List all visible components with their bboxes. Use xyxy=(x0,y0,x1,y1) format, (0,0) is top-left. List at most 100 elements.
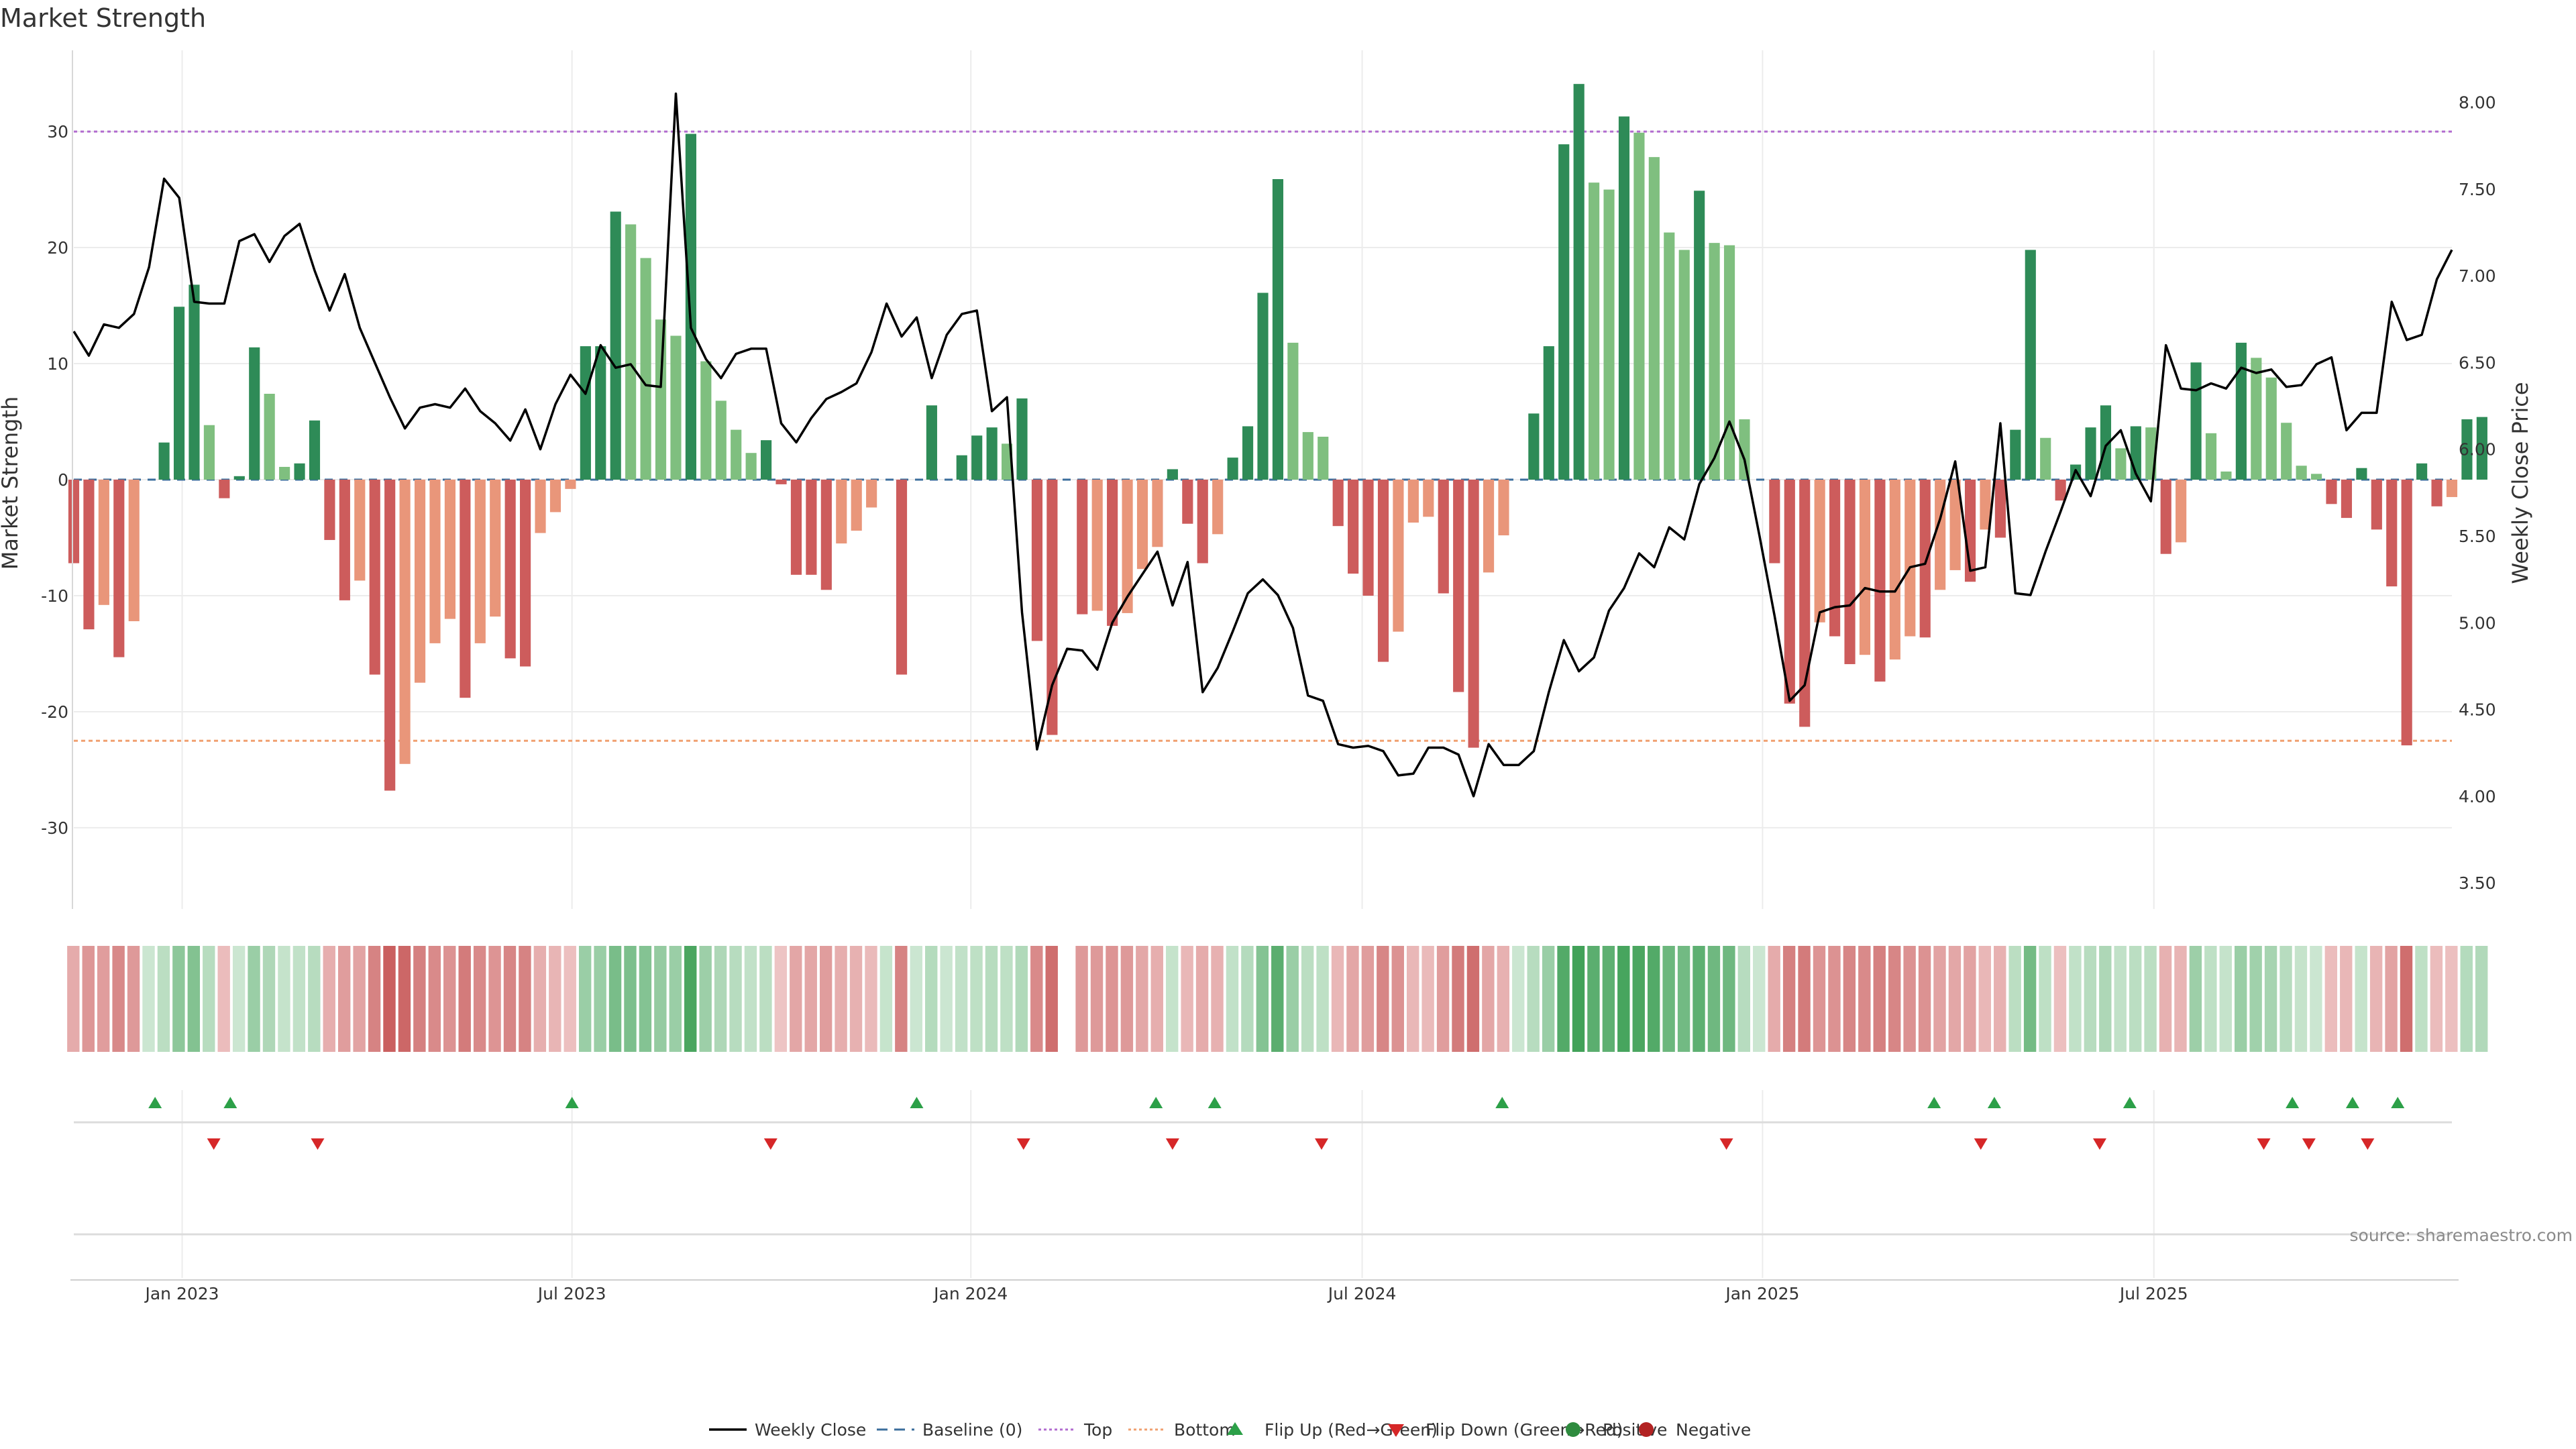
strength-bar xyxy=(655,319,667,480)
strength-bar xyxy=(1498,480,1509,536)
grid xyxy=(74,50,2452,1278)
heat-cell xyxy=(594,946,606,1052)
strength-bar xyxy=(535,480,546,533)
strength-bar xyxy=(1257,292,1269,480)
heat-cell xyxy=(1256,946,1269,1052)
heat-cell xyxy=(1798,946,1811,1052)
heat-cell xyxy=(759,946,772,1052)
strength-bar xyxy=(128,480,140,622)
strength-bar xyxy=(1242,426,1254,480)
strength-bar xyxy=(1438,480,1449,594)
strength-bar xyxy=(490,480,501,617)
strength-bar xyxy=(1122,480,1133,613)
strength-bar xyxy=(399,480,411,764)
strength-bar xyxy=(504,480,516,659)
strength-bar xyxy=(1272,179,1284,480)
y2-tick-label: 4.50 xyxy=(2459,700,2496,720)
legend-label: Positive xyxy=(1603,1420,1667,1440)
heat-cell xyxy=(1466,946,1480,1052)
heat-cell xyxy=(368,946,381,1052)
legend-label: Top xyxy=(1083,1420,1112,1440)
strength-bar xyxy=(2190,362,2202,480)
strength-bar xyxy=(640,258,651,480)
heat-cell xyxy=(248,946,260,1052)
strength-bar xyxy=(2326,480,2337,504)
strength-bar xyxy=(1302,432,1313,480)
strength-bar xyxy=(474,480,486,643)
heat-cell xyxy=(398,946,411,1052)
heat-cell xyxy=(1587,946,1600,1052)
x-tick-label: Jul 2025 xyxy=(2118,1284,2188,1303)
heat-cell xyxy=(1873,946,1886,1052)
heat-cell xyxy=(1723,946,1735,1052)
strength-bar xyxy=(460,480,471,698)
y2-tick-label: 7.50 xyxy=(2459,180,2496,199)
strength-bar xyxy=(2055,480,2066,501)
heat-cell xyxy=(1331,946,1344,1052)
strength-bar xyxy=(444,480,455,619)
heat-cell xyxy=(2204,946,2217,1052)
strength-bar xyxy=(1001,443,1013,480)
strength-bar xyxy=(1468,480,1479,748)
strength-bar xyxy=(971,435,983,480)
heat-cell xyxy=(2069,946,2082,1052)
strength-bar xyxy=(1980,480,1991,530)
x-tick-label: Jul 2024 xyxy=(1327,1284,1397,1303)
strength-bar xyxy=(2205,433,2217,480)
heat-cell xyxy=(127,946,140,1052)
strength-bar xyxy=(1739,419,1750,480)
heat-cell xyxy=(1858,946,1871,1052)
heat-cell xyxy=(1497,946,1510,1052)
heat-cell xyxy=(1888,946,1901,1052)
strength-bar xyxy=(926,405,937,480)
strength-bar xyxy=(1904,480,1916,637)
legend-icon-triangle-down xyxy=(1388,1424,1404,1437)
strength-bar xyxy=(1377,480,1389,662)
flip-down-marker xyxy=(1974,1138,1988,1150)
price-line-group xyxy=(72,92,2453,798)
heat-cell xyxy=(2400,946,2413,1052)
strength-bar xyxy=(2220,471,2232,480)
heat-cell xyxy=(955,946,968,1052)
heat-cell xyxy=(1436,946,1450,1052)
strength-bar xyxy=(309,420,321,480)
strength-bar xyxy=(414,480,426,683)
flip-down-marker xyxy=(763,1138,777,1150)
strength-bar xyxy=(2431,480,2443,506)
heat-cell xyxy=(804,946,817,1052)
legend-icon-triangle-up xyxy=(1227,1422,1243,1435)
heat-cell xyxy=(744,946,757,1052)
heat-cell xyxy=(2174,946,2187,1052)
strength-bar xyxy=(429,480,441,643)
strength-bar xyxy=(2296,466,2307,480)
heat-cell xyxy=(1903,946,1916,1052)
heat-cell xyxy=(262,946,276,1052)
y-tick-label: 10 xyxy=(47,354,68,374)
legend-icon-circle xyxy=(1566,1422,1580,1437)
strength-bar xyxy=(1603,189,1615,480)
heat-cell xyxy=(1647,946,1660,1052)
strength-bar xyxy=(595,346,606,480)
flip-up-marker xyxy=(910,1097,924,1108)
strength-bar xyxy=(1453,480,1464,692)
heat-cell xyxy=(97,946,110,1052)
heat-cell xyxy=(654,946,667,1052)
heat-cell xyxy=(2264,946,2277,1052)
strength-bar xyxy=(98,480,109,605)
heat-cell xyxy=(308,946,321,1052)
strength-bar xyxy=(83,480,95,630)
heat-cell xyxy=(1782,946,1796,1052)
heat-cell xyxy=(895,946,908,1052)
heat-cell xyxy=(1346,946,1359,1052)
y-tick-label: 0 xyxy=(58,470,68,490)
strength-bar xyxy=(1769,480,1780,564)
heat-cell xyxy=(1602,946,1615,1052)
legend-label: Weekly Close xyxy=(755,1420,866,1440)
heat-cell xyxy=(1316,946,1329,1052)
strength-bar xyxy=(219,480,230,498)
heat-cell xyxy=(2099,946,2112,1052)
flip-down-marker xyxy=(2361,1138,2375,1150)
strength-bar xyxy=(68,480,80,564)
heat-cell xyxy=(940,946,953,1052)
weekly-close-line xyxy=(72,92,2453,798)
